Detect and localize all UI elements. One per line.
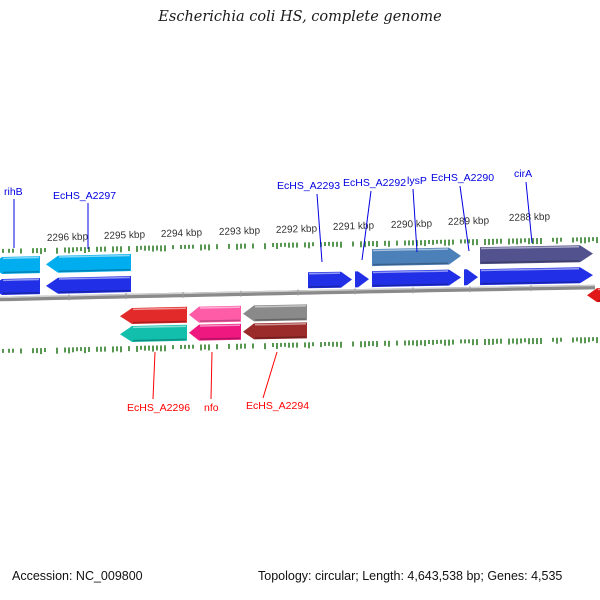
leader-line-echs-a2293 xyxy=(316,193,323,263)
arrow-shading xyxy=(2,256,40,260)
arrow-shading xyxy=(480,268,580,272)
arrow-shading xyxy=(58,254,131,258)
genome-backbone-highlight xyxy=(0,284,596,299)
arrow-shading xyxy=(254,336,307,339)
arrow-shading xyxy=(58,268,131,272)
arrow-shading xyxy=(372,270,449,274)
arrow-shading xyxy=(254,318,307,321)
gene-label-echs-a2297: EcHS_A2297 xyxy=(53,190,116,202)
gene-label-rihb: rihB xyxy=(4,186,23,198)
gene-label-echs-a2293: EcHS_A2293 xyxy=(277,180,340,192)
gene-label-group: rihB EcHS_A2297 EcHS_A2293 EcHS_A2292 lysP Ec… xyxy=(4,168,533,414)
ruler-label-5: 2291 kbp xyxy=(333,221,375,233)
ruler-label-1: 2295 kbp xyxy=(104,230,146,242)
gene-label-echs-a2296: EcHS_A2296 xyxy=(127,402,190,414)
accession-text: Accession: NC_009800 xyxy=(12,569,143,583)
ruler-label-6: 2290 kbp xyxy=(391,219,433,231)
arrow-shading xyxy=(372,283,449,287)
leader-line-echs-a2292 xyxy=(361,190,372,261)
genome-backbone xyxy=(0,284,596,302)
arrow-shading xyxy=(2,270,40,274)
gene-label-cira: cirA xyxy=(514,168,532,180)
ruler-label-7: 2289 kbp xyxy=(448,216,490,228)
arrow-shading xyxy=(199,324,241,327)
arrow-shading xyxy=(199,337,241,340)
gene-arrow-cira-ring0 xyxy=(480,245,593,265)
arrow-shading xyxy=(132,320,187,324)
arrow-shading xyxy=(2,278,40,282)
arrow-shading xyxy=(58,276,131,280)
gene-arrow-echs-a2294-ring1 xyxy=(243,322,307,340)
leader-line-lysp xyxy=(412,188,418,253)
topology-stats-text: Topology: circular; Length: 4,643,538 bp… xyxy=(258,569,563,583)
leader-line-echs-a2294 xyxy=(262,351,278,399)
gene-arrow-cira-ring1 xyxy=(480,267,593,286)
gene-label-echs-a2290: EcHS_A2290 xyxy=(431,172,494,184)
arrow-shading xyxy=(254,305,307,308)
backbone-group xyxy=(0,284,596,302)
orf-tick-group xyxy=(2,237,598,355)
arrow-shading xyxy=(199,306,241,309)
gene-label-lysp: lysP xyxy=(407,175,427,187)
leader-line-echs-a2296 xyxy=(152,351,156,400)
gene-arrow-echs-a2290-ring0 xyxy=(464,269,478,286)
gene-arrow-echs-a2292-ring0 xyxy=(355,271,369,288)
ruler-group: 2296 kbp 2295 kbp 2294 kbp 2293 kbp 2292 kbp… xyxy=(47,212,551,301)
gene-arrow-nfo-ring1 xyxy=(189,323,241,341)
gene-arrow-rihb-ring1 xyxy=(0,278,40,295)
arrow-shading xyxy=(199,319,241,322)
arrow-shading xyxy=(132,307,187,311)
ruler-label-0: 2296 kbp xyxy=(47,232,89,244)
arrow-shading xyxy=(480,260,580,264)
arrow-shading xyxy=(480,246,580,250)
gene-arrow-echs-a2294-ring0 xyxy=(243,304,307,322)
ruler-label-2: 2294 kbp xyxy=(161,228,203,240)
arrow-shading xyxy=(308,272,341,275)
gene-arrow-echs-a2296-ring1 xyxy=(120,324,187,342)
arrow-shading xyxy=(132,338,187,342)
gene-arrow-lysp-ring0 xyxy=(372,247,461,267)
arrow-shading xyxy=(58,289,131,293)
gene-arrow-echs-a2297-ring0 xyxy=(46,254,131,273)
gene-arrow-rihb-ring0 xyxy=(0,256,40,274)
arrow-shading xyxy=(2,291,40,295)
leader-line-nfo xyxy=(210,351,213,400)
arrow-shading xyxy=(308,285,341,288)
map-title: Escherichia coli HS, complete genome xyxy=(158,9,442,25)
gene-arrow-unlabeled-right-ring0 xyxy=(587,288,600,303)
gene-arrow-echs-a2296-ring0 xyxy=(120,306,187,324)
arrow-shading xyxy=(480,281,580,285)
gene-arrow-echs-a2297-ring1 xyxy=(46,276,131,294)
arrow-shading xyxy=(372,248,449,252)
arrow-shading xyxy=(254,323,307,326)
gene-arrow-echs-a2293-ring0 xyxy=(308,271,352,289)
gene-label-echs-a2294: EcHS_A2294 xyxy=(246,400,309,412)
gene-label-nfo: nfo xyxy=(204,402,219,414)
arrow-shading xyxy=(372,262,449,266)
ruler-label-3: 2293 kbp xyxy=(219,226,261,238)
leader-line-echs-a2290 xyxy=(459,185,470,252)
gene-label-echs-a2292: EcHS_A2292 xyxy=(343,177,406,189)
arrow-shading xyxy=(132,325,187,329)
gene-arrow-group xyxy=(0,245,600,342)
ruler-label-4: 2292 kbp xyxy=(276,224,318,236)
gene-arrow-nfo-ring0 xyxy=(189,305,241,323)
leader-line-cira xyxy=(525,181,533,244)
gene-arrow-lysp-ring1 xyxy=(372,269,461,288)
